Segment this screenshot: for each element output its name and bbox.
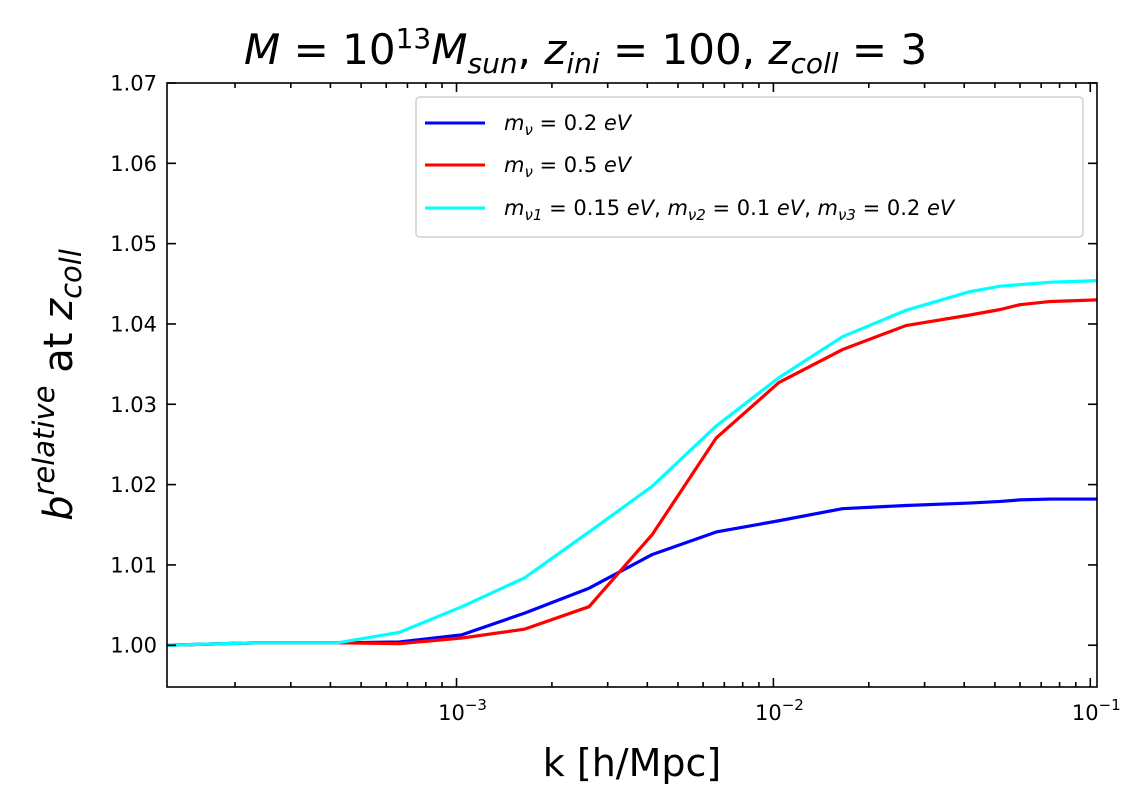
y-tick-label: 1.01 [110,553,157,577]
y-tick-label: 1.06 [110,152,157,176]
series-line-mnu-0.5 [166,298,1098,647]
y-tick-label: 1.07 [110,72,157,96]
chart-title: M = 1013Msun, zini = 100, zcoll = 3 [244,22,927,80]
series-line-mnu-mixed [166,278,1098,647]
axes-frame [166,82,1098,688]
x-tick-labels: 10−3 10−2 10−1 [438,696,1121,725]
y-tick-label: 1.05 [110,232,157,256]
x-tick-label: 10−1 [1072,696,1121,725]
y-tick-label: 1.00 [110,634,157,658]
y-axis-label: brelative at zcoll [27,249,88,521]
series-line-mnu-0.2 [166,497,1097,647]
legend: mν = 0.2 eV mν = 0.5 eV mν1 = 0.15 eV, m… [415,96,1084,238]
tick-layer [167,82,1097,687]
legend-label-2: mν1 = 0.15 eV, mν2 = 0.1 eV, mν3 = 0.2 e… [504,196,956,224]
legend-label-1: mν = 0.5 eV [504,153,633,181]
plot-area [166,82,1098,688]
y-tick-label: 1.03 [110,393,157,417]
series-layer [166,278,1098,647]
y-tick-labels: 1.00 1.01 1.02 1.03 1.04 1.05 1.06 1.07 [110,72,157,658]
y-tick-label: 1.04 [110,312,157,336]
x-tick-label: 10−2 [755,696,804,725]
legend-frame [415,96,1084,238]
x-tick-label: 10−3 [438,696,487,725]
x-axis-label: k [h/Mpc] [543,741,721,785]
legend-label-0: mν = 0.2 eV [504,111,633,139]
y-tick-label: 1.02 [110,473,157,497]
